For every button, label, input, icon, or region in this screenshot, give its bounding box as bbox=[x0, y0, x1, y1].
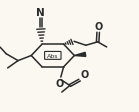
Text: Abs: Abs bbox=[47, 53, 59, 58]
Text: O: O bbox=[56, 78, 64, 88]
Polygon shape bbox=[74, 53, 86, 57]
Text: O: O bbox=[80, 69, 89, 79]
FancyBboxPatch shape bbox=[45, 52, 61, 60]
Text: O: O bbox=[94, 22, 102, 32]
Text: N: N bbox=[36, 8, 45, 18]
